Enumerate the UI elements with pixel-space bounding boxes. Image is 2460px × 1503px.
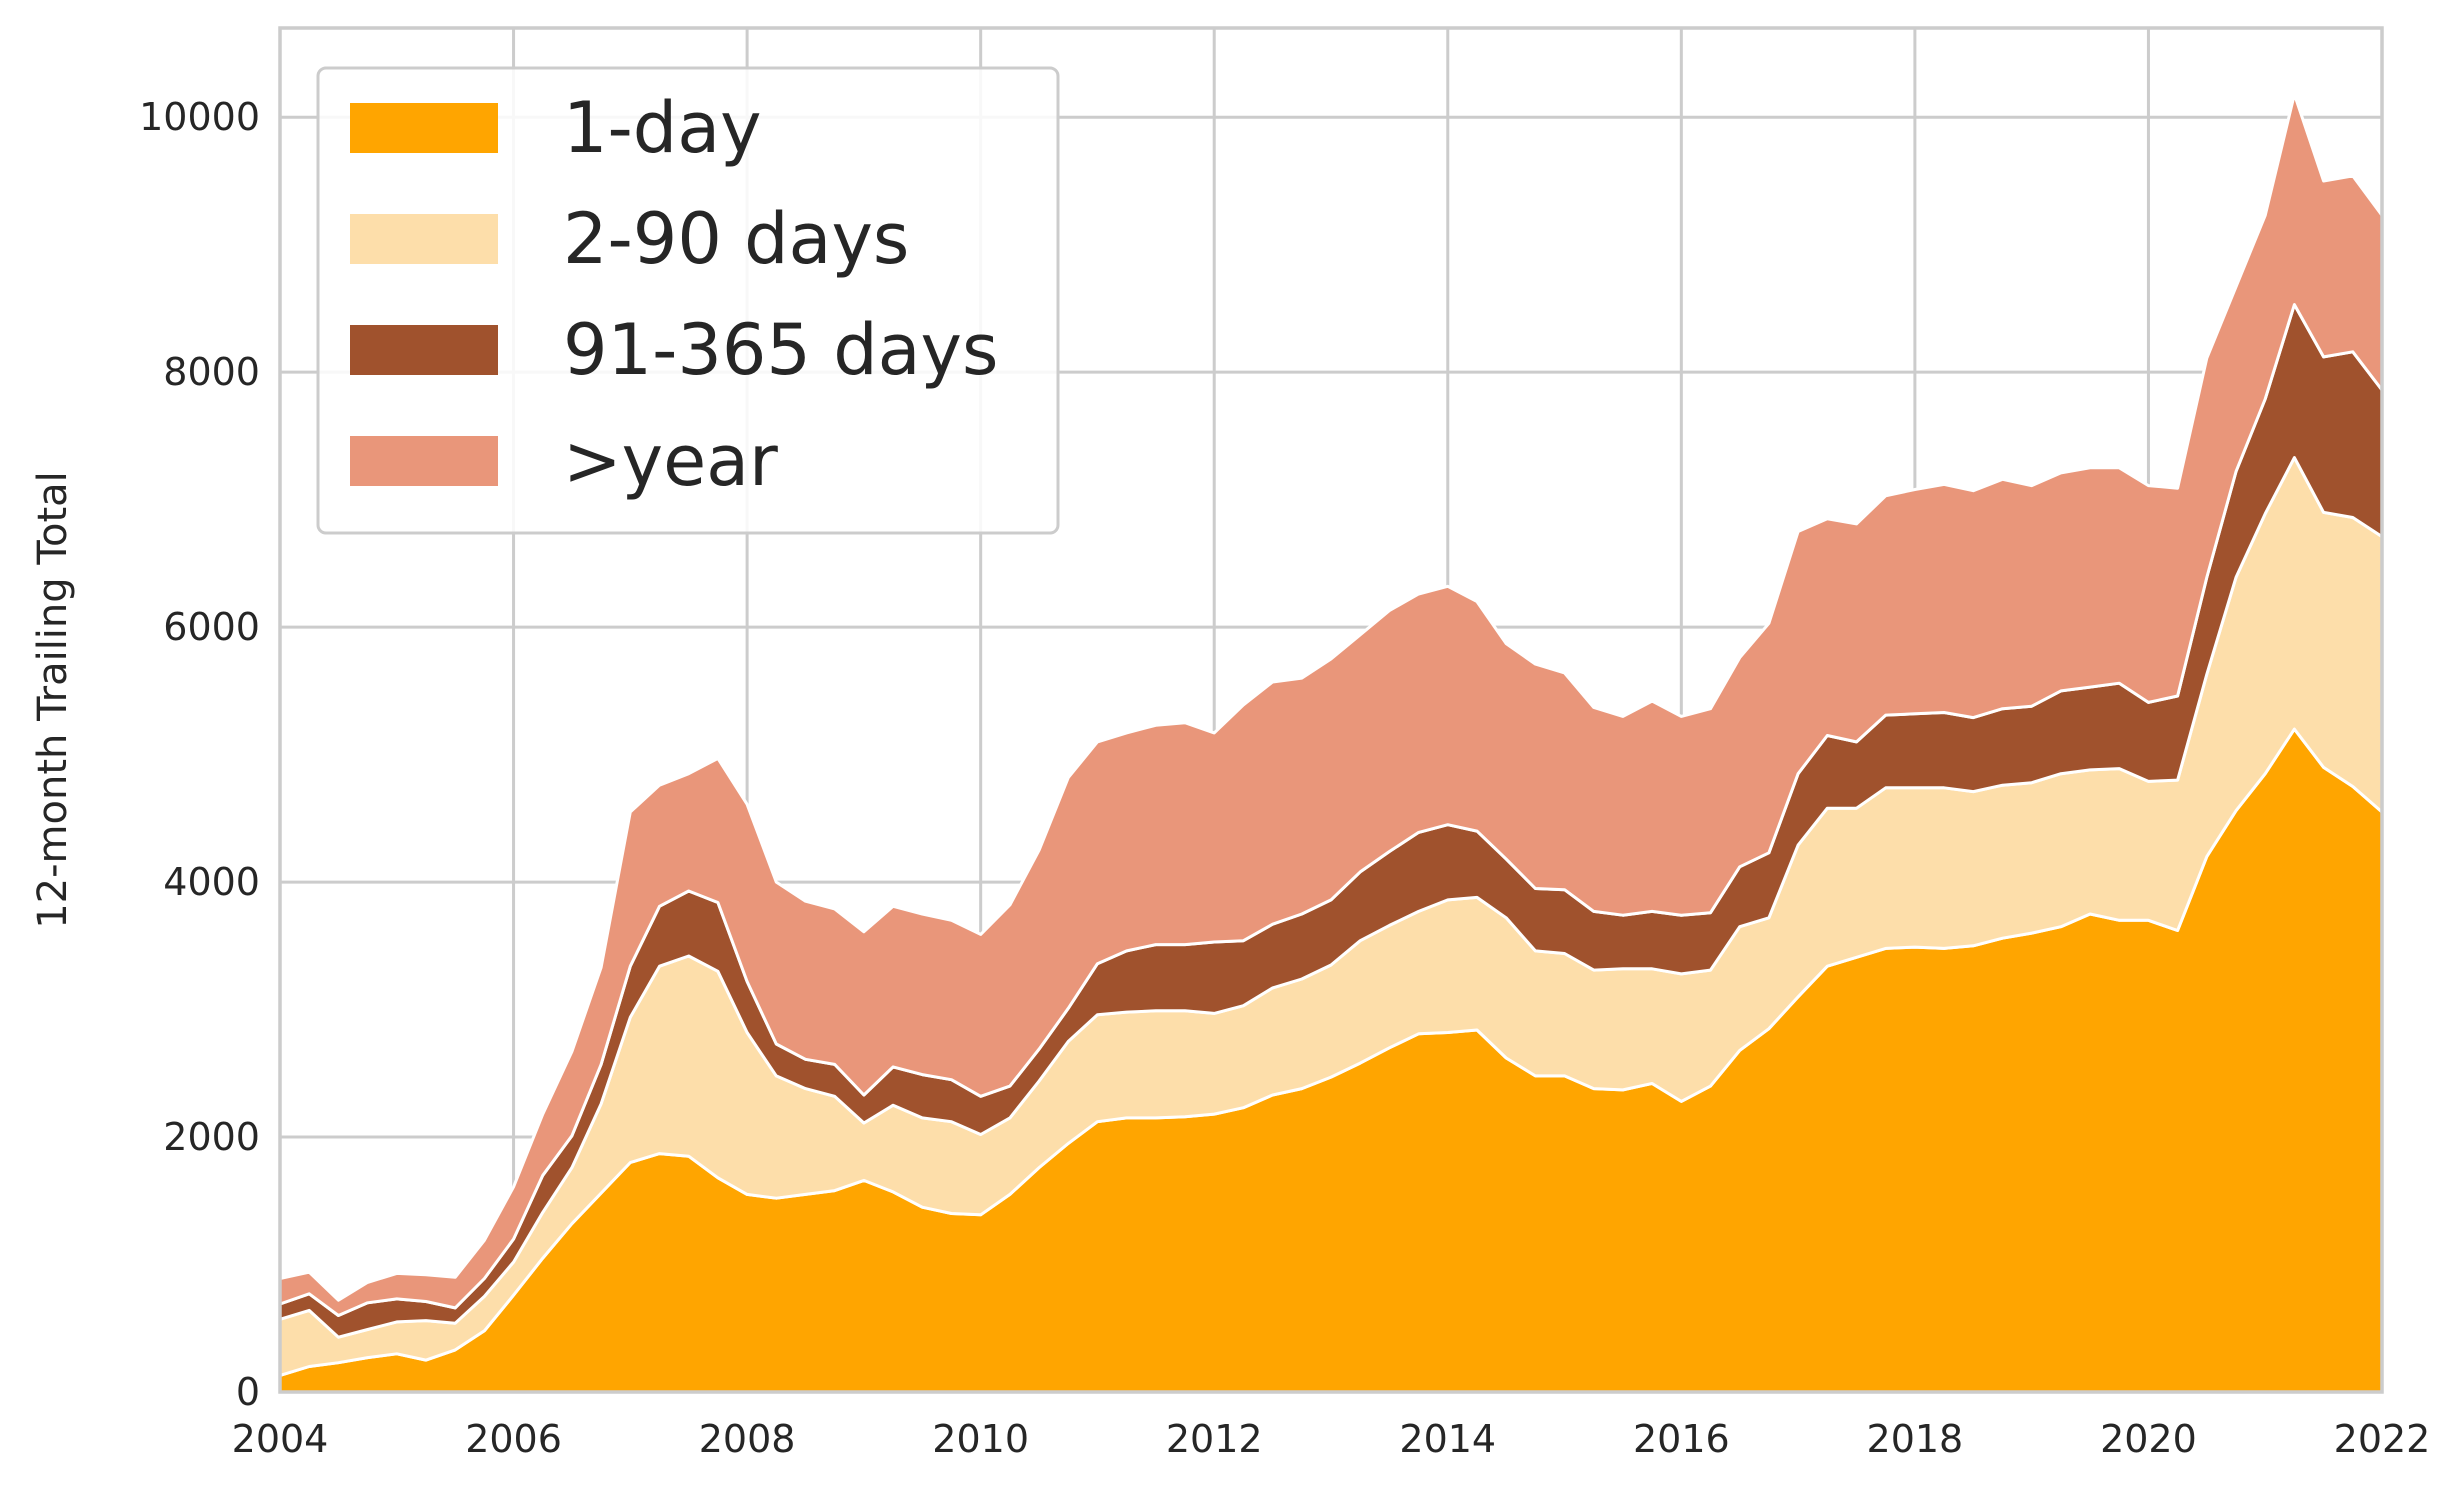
legend-swatch [350, 436, 498, 486]
legend-box [316, 66, 1060, 535]
legend-swatch [350, 214, 498, 264]
y-axis-title: 12-month Trailing Total [30, 471, 76, 929]
x-tick-label: 2010 [932, 1417, 1029, 1461]
x-axis-ticks: 2004 2006 2008 2010 2012 2014 2016 2018 2020 2022 [232, 1417, 2431, 1461]
legend-label: >year [563, 420, 778, 502]
x-tick-label: 2004 [232, 1417, 329, 1461]
y-tick-label: 6000 [163, 605, 260, 649]
legend-label: 1-day [563, 87, 762, 169]
y-tick-label: 10000 [139, 95, 260, 139]
y-tick-label: 8000 [163, 350, 260, 394]
x-tick-label: 2012 [1166, 1417, 1263, 1461]
y-tick-label: 2000 [163, 1115, 260, 1159]
legend: 1-day 2-90 days 91-365 days >year [316, 66, 1060, 535]
x-tick-label: 2020 [2100, 1417, 2197, 1461]
x-tick-label: 2022 [2334, 1417, 2431, 1461]
x-tick-label: 2014 [1399, 1417, 1496, 1461]
x-tick-label: 2006 [465, 1417, 562, 1461]
y-tick-label: 4000 [163, 860, 260, 904]
plot-frame [278, 26, 2384, 1394]
x-tick-label: 2008 [699, 1417, 796, 1461]
y-axis-ticks: 0 2000 4000 6000 8000 10000 [139, 95, 260, 1414]
legend-label: 91-365 days [563, 309, 998, 391]
legend-swatch [350, 325, 498, 375]
y-tick-label: 0 [236, 1370, 260, 1414]
plot-border [278, 26, 2384, 1394]
x-tick-label: 2018 [1867, 1417, 1964, 1461]
x-tick-label: 2016 [1633, 1417, 1730, 1461]
legend-label: 2-90 days [563, 198, 909, 280]
legend-swatch [350, 103, 498, 153]
